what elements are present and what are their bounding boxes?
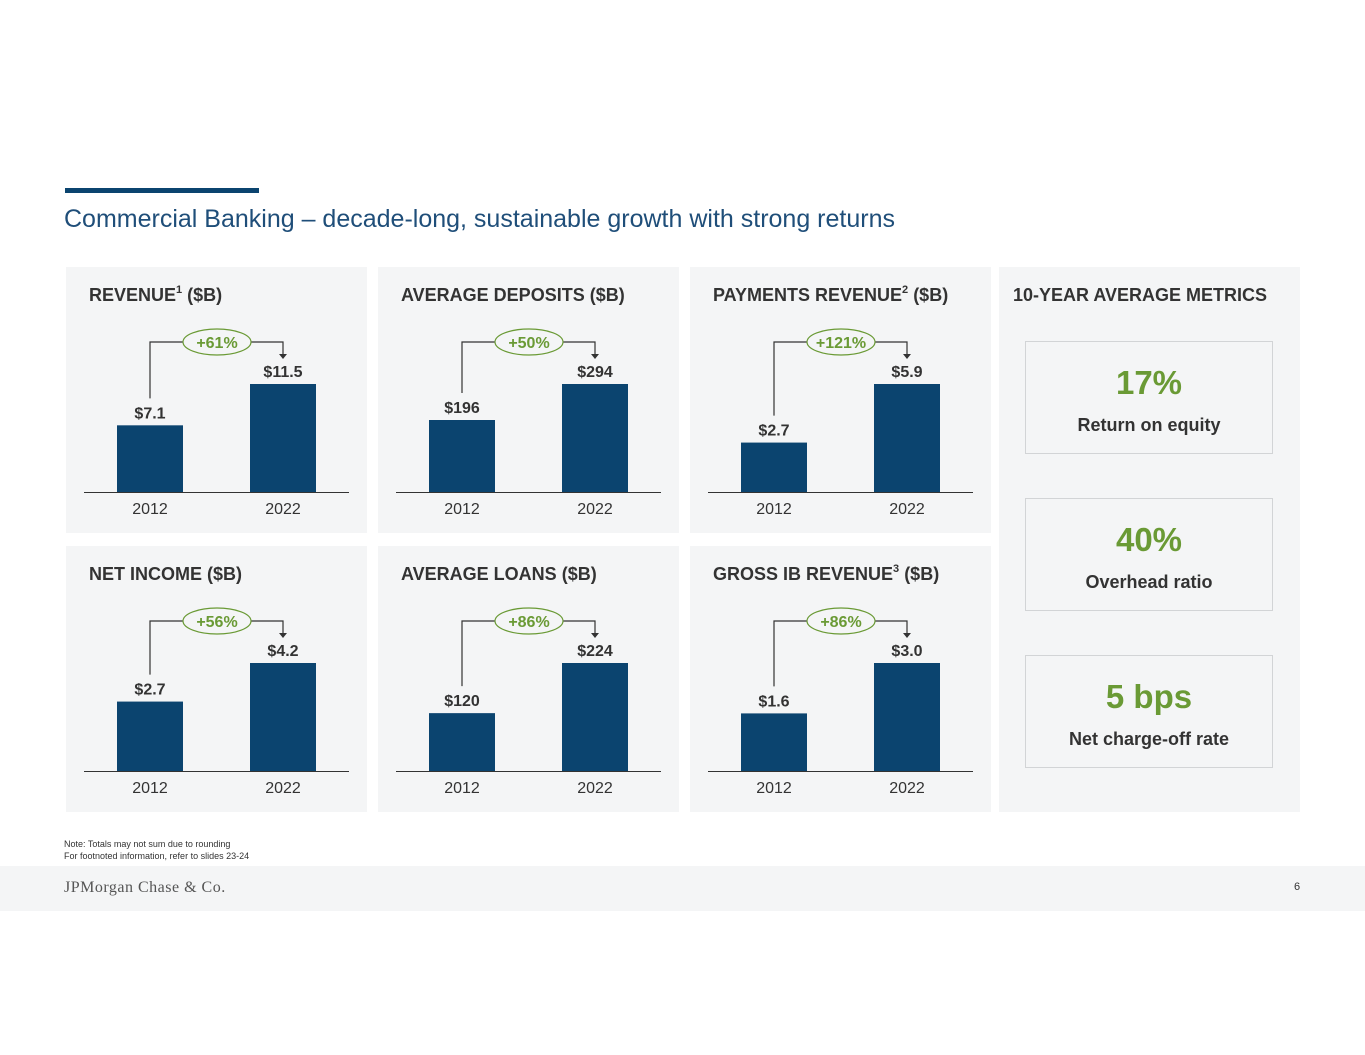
net-income-chart: $2.7 2012 $4.2 2022 +56%: [84, 607, 349, 797]
metric-label: Overhead ratio: [1085, 572, 1213, 592]
growth-label: +121%: [816, 335, 866, 352]
growth-arrow-head: [279, 633, 287, 638]
tick-label: 2012: [132, 501, 168, 518]
tick-label: 2022: [577, 501, 613, 518]
gross-ib-revenue-panel: GROSS IB REVENUE3 ($B) $1.6 2012 $3.0 2022 +…: [690, 546, 991, 812]
average-loans-chart: $120 2012 $224 2022 +86%: [396, 607, 661, 797]
metric-label: Return on equity: [1077, 415, 1221, 435]
payments-revenue-panel: PAYMENTS REVENUE2 ($B) $2.7 2012 $5.9 2022 +…: [690, 267, 991, 533]
growth-arrow-head: [591, 354, 599, 359]
growth-label: +50%: [508, 335, 549, 352]
data-label: $2.7: [758, 423, 789, 440]
tick-label: 2022: [265, 501, 301, 518]
footer-band: [0, 866, 1365, 911]
bar-2012: [741, 713, 807, 771]
bar-2012: [741, 442, 807, 492]
slide-title: Commercial Banking – decade-long, sustai…: [64, 205, 895, 233]
note-line-1: Note: Totals may not sum due to rounding: [64, 839, 231, 849]
growth-arrow-head: [903, 354, 911, 359]
tick-label: 2012: [444, 501, 480, 518]
average-loans-panel: AVERAGE LOANS ($B) $120 2012 $224 2022 +86%: [378, 546, 679, 812]
bar-2012: [117, 701, 183, 771]
data-label: $5.9: [891, 364, 922, 381]
panel-title: AVERAGE LOANS ($B): [401, 564, 597, 584]
metric-label: Net charge-off rate: [1068, 729, 1230, 749]
metric-overhead-ratio: 40% Overhead ratio: [1025, 498, 1273, 611]
metric-net-charge-off-rate: 5 bps Net charge-off rate: [1025, 655, 1273, 768]
company-logo: JPMorgan Chase & Co.: [64, 879, 226, 896]
tick-label: 2012: [756, 780, 792, 797]
panel-title: REVENUE1 ($B): [89, 284, 223, 305]
metrics-title: 10-YEAR AVERAGE METRICS: [1013, 285, 1268, 305]
bar-2022: [562, 663, 628, 771]
data-label: $294: [577, 364, 613, 381]
revenue-panel: REVENUE1 ($B) $7.1 2012 $11.5 2022 +61%: [66, 267, 367, 533]
panel-title: NET INCOME ($B): [89, 564, 243, 584]
panel-title: GROSS IB REVENUE3 ($B): [713, 563, 940, 584]
data-label: $4.2: [267, 643, 298, 660]
footnote-note: Note: Totals may not sum due to rounding…: [64, 838, 249, 862]
growth-badge: [494, 328, 564, 356]
tick-label: 2022: [889, 780, 925, 797]
average-deposits-chart: $196 2012 $294 2022 +50%: [396, 328, 661, 518]
metric-value: 40%: [1115, 521, 1183, 558]
payments-revenue-chart: $2.7 2012 $5.9 2022 +121%: [708, 328, 973, 518]
bar-2022: [250, 663, 316, 771]
bar-2022: [874, 384, 940, 492]
bar-2012: [429, 713, 495, 771]
data-label: $120: [444, 693, 480, 710]
growth-arrow-head: [591, 633, 599, 638]
bar-2012: [117, 425, 183, 492]
metrics-panel: 10-YEAR AVERAGE METRICS 17% Return on eq…: [999, 267, 1300, 812]
metric-value: 17%: [1115, 364, 1183, 401]
growth-badge: [806, 328, 876, 356]
page-number: 6: [1294, 881, 1301, 893]
bar-2022: [250, 384, 316, 492]
bar-2012: [429, 420, 495, 492]
growth-label: +56%: [196, 614, 237, 631]
growth-badge: [182, 607, 252, 635]
growth-label: +61%: [196, 335, 237, 352]
metric-value: 5 bps: [1105, 678, 1193, 715]
metric-return-on-equity: 17% Return on equity: [1025, 341, 1273, 454]
tick-label: 2022: [577, 780, 613, 797]
growth-label: +86%: [508, 614, 549, 631]
data-label: $196: [444, 400, 480, 417]
growth-badge: [494, 607, 564, 635]
data-label: $224: [577, 643, 613, 660]
data-label: $11.5: [263, 364, 302, 381]
data-label: $1.6: [758, 693, 789, 710]
growth-arrow-head: [903, 633, 911, 638]
average-deposits-panel: AVERAGE DEPOSITS ($B) $196 2012 $294 2022 +5…: [378, 267, 679, 533]
title-accent-bar: [65, 188, 259, 193]
gross-ib-revenue-chart: $1.6 2012 $3.0 2022 +86%: [708, 607, 973, 797]
tick-label: 2022: [889, 501, 925, 518]
bar-2022: [874, 663, 940, 771]
tick-label: 2012: [132, 780, 168, 797]
net-income-panel: NET INCOME ($B) $2.7 2012 $4.2 2022 +56%: [66, 546, 367, 812]
growth-label: +86%: [820, 614, 861, 631]
note-line-2: For footnoted information, refer to slid…: [64, 851, 250, 861]
tick-label: 2022: [265, 780, 301, 797]
revenue-chart: $7.1 2012 $11.5 2022 +61%: [84, 328, 349, 518]
data-label: $3.0: [891, 643, 922, 660]
data-label: $2.7: [134, 682, 165, 699]
bar-2022: [562, 384, 628, 492]
panel-title: AVERAGE DEPOSITS ($B): [401, 285, 625, 305]
growth-badge: [806, 607, 876, 635]
growth-arrow-head: [279, 354, 287, 359]
data-label: $7.1: [134, 405, 165, 422]
tick-label: 2012: [444, 780, 480, 797]
tick-label: 2012: [756, 501, 792, 518]
growth-badge: [182, 328, 252, 356]
panel-title: PAYMENTS REVENUE2 ($B): [713, 284, 949, 305]
